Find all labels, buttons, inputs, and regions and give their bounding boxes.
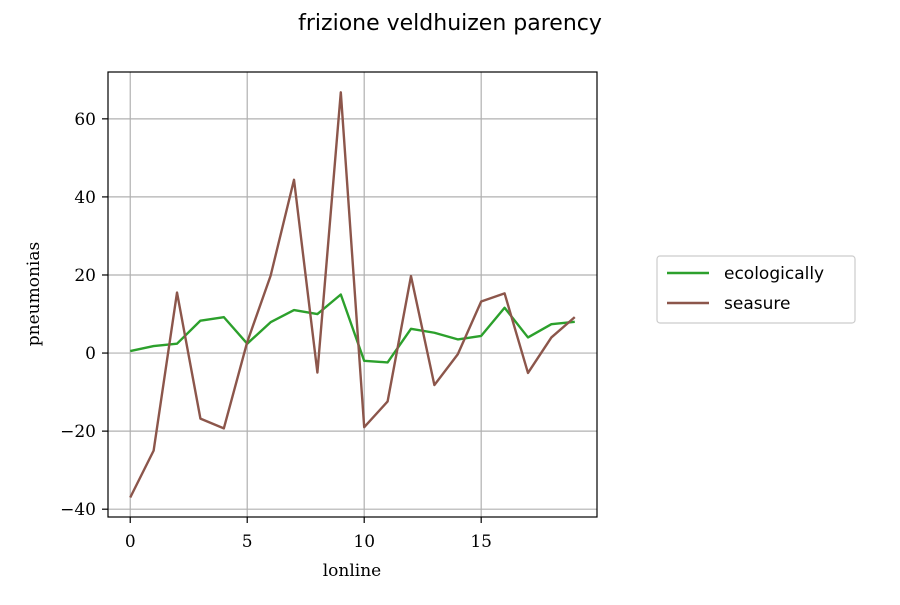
x-tick-label: 10	[353, 532, 375, 552]
x-tick-label: 15	[470, 532, 492, 552]
x-tick-label: 5	[242, 532, 253, 552]
x-axis-ticks: 0 5 10 15	[125, 517, 492, 552]
y-axis-label: pneumonias	[24, 242, 44, 346]
y-tick-label: 60	[74, 110, 96, 130]
plot-frame	[107, 71, 598, 518]
y-tick-label: 20	[74, 266, 96, 286]
y-tick-label: −40	[60, 500, 96, 520]
series-line-ecologically	[129, 293, 575, 364]
chart-title: frizione veldhuizen parency	[298, 11, 602, 36]
y-tick-label: −20	[60, 422, 96, 442]
y-tick-label: 40	[74, 188, 96, 208]
y-tick-label: 0	[85, 344, 96, 364]
legend-label-seasure: seasure	[724, 294, 790, 314]
series-line-seasure	[129, 91, 576, 499]
legend: ecologically seasure	[656, 255, 856, 324]
x-axis-label: lonline	[323, 561, 382, 581]
grid	[108, 72, 597, 517]
x-tick-label: 0	[125, 532, 136, 552]
legend-label-ecologically: ecologically	[724, 264, 824, 284]
y-axis-ticks: −40 −20 0 20 40 60	[60, 110, 108, 520]
series-lines	[129, 91, 576, 499]
